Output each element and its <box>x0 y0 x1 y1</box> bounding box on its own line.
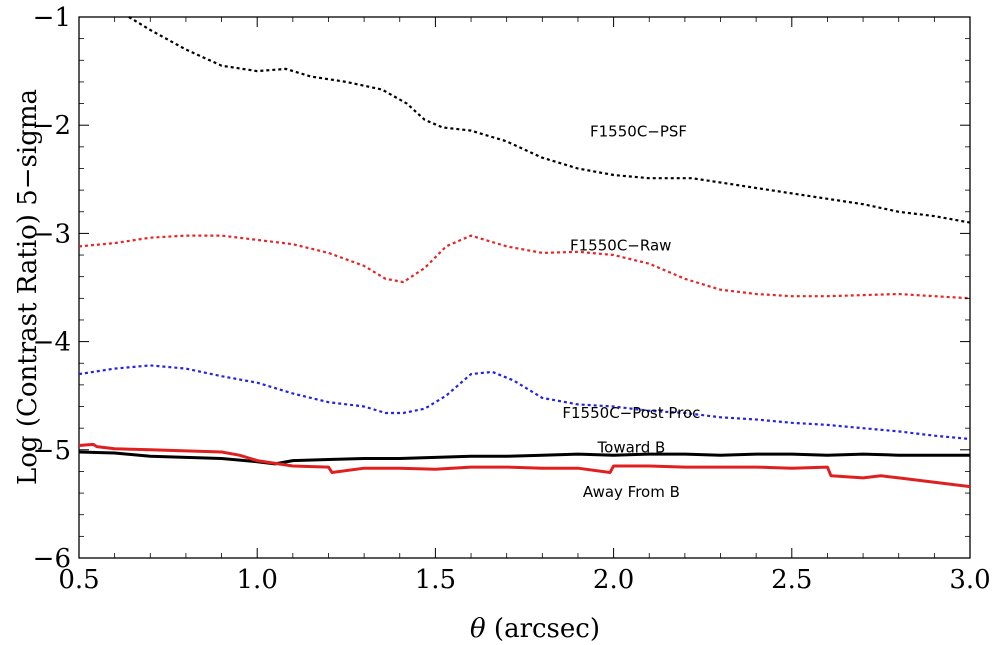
x-axis-symbol: θ <box>470 614 486 644</box>
plot-border <box>78 16 971 559</box>
x-tick-label: 1.0 <box>237 565 278 595</box>
x-tick-label: 1.5 <box>415 565 456 595</box>
y-tick-label: −4 <box>33 328 71 358</box>
x-tick-label: 2.0 <box>593 565 634 595</box>
series-annotation: Toward B <box>597 439 666 457</box>
series-annotation: F1550C−PSF <box>590 123 687 141</box>
plot-frame <box>78 16 971 559</box>
tick-layer: 0.5 1.0 1.5 2.0 2.5 3.0 −6 −5 −4 −3 −2 −1 <box>33 3 991 595</box>
series-annotation: Away From B <box>583 483 680 501</box>
x-tick-label: 3.0 <box>949 565 990 595</box>
series-line-5 <box>78 442 971 489</box>
y-tick-label: −6 <box>33 544 71 574</box>
series-line-3 <box>78 364 971 441</box>
series-annotation: F1550C−Raw <box>570 236 671 254</box>
y-axis-title: Log (Contrast Ratio) 5−sigma <box>13 89 43 485</box>
y-tick-label: −2 <box>33 111 71 141</box>
series-line-1 <box>128 16 971 224</box>
x-axis-title: θ (arcsec) <box>470 614 600 644</box>
x-tick-label: 2.5 <box>771 565 812 595</box>
series-annotation: F1550C−Post Proc <box>562 404 700 422</box>
x-tick-label: 0.5 <box>58 565 99 595</box>
series-line-2 <box>78 234 971 300</box>
series-line-4 <box>78 450 970 466</box>
y-tick-label: −5 <box>33 436 71 466</box>
y-tick-label: −1 <box>33 3 71 33</box>
y-tick-label: −3 <box>33 219 71 249</box>
annotation-layer: F1550C−PSF F1550C−Raw F1550C−Post Proc Towa… <box>562 123 700 501</box>
x-axis-unit: (arcsec) <box>486 614 600 644</box>
series-layer <box>78 16 971 489</box>
